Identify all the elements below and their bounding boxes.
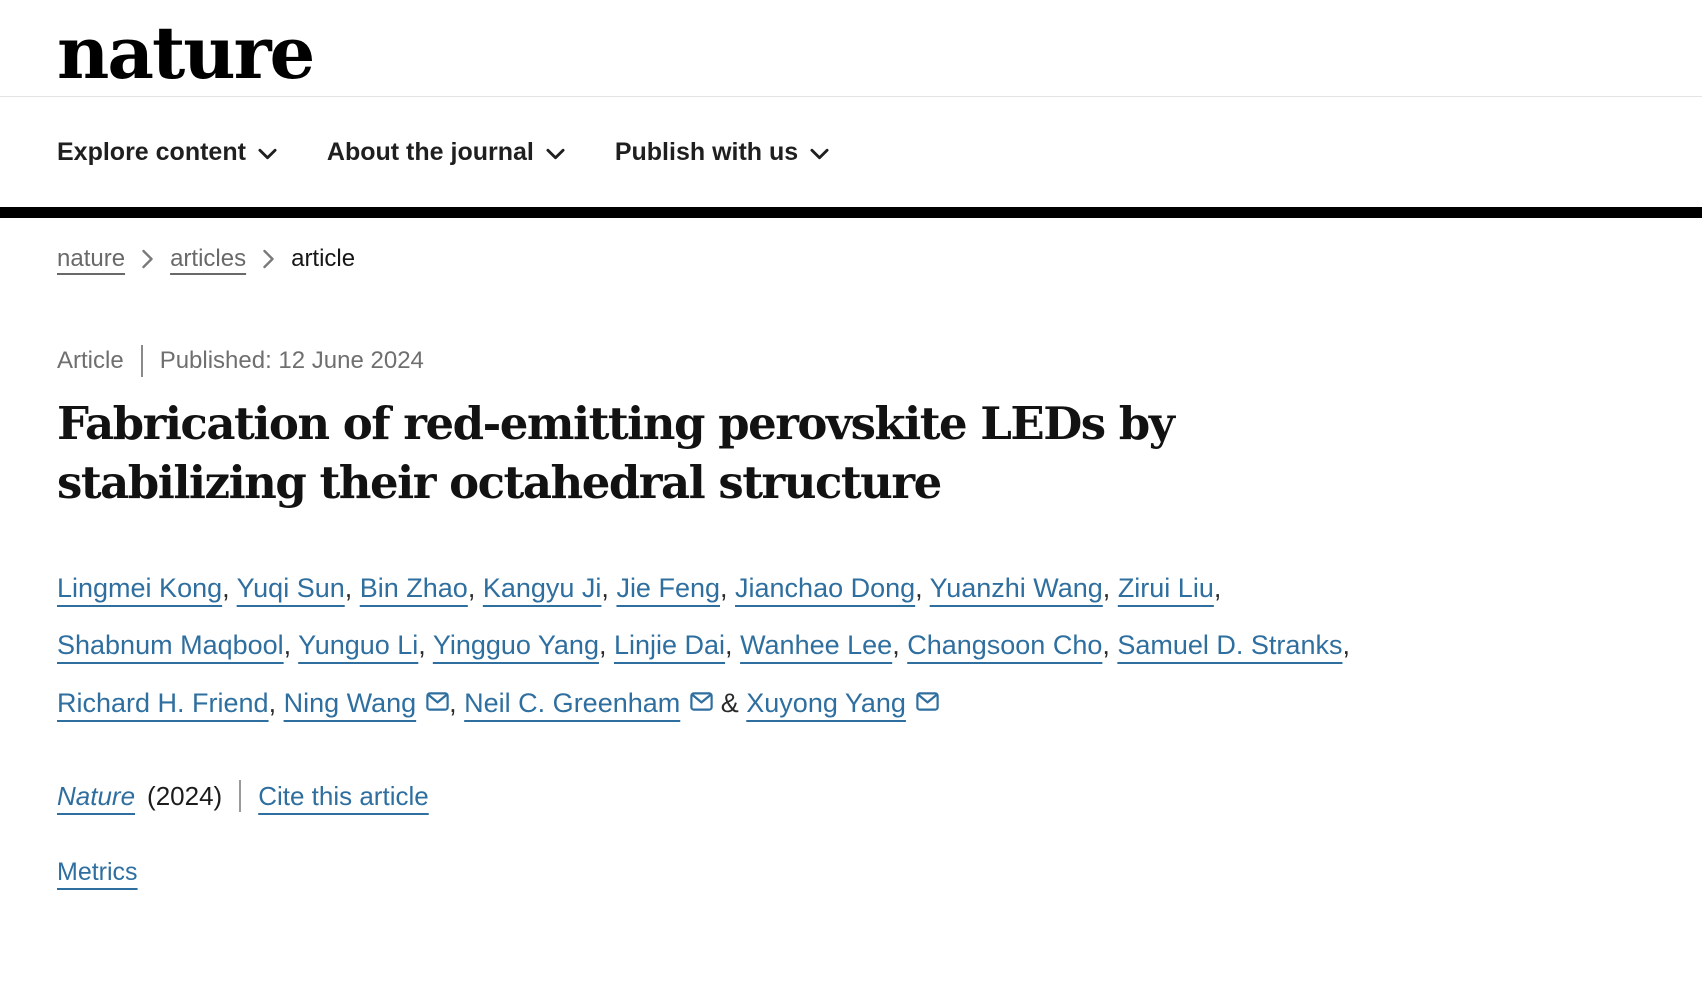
nature-logo[interactable]: nature [57, 10, 315, 95]
metrics-link[interactable]: Metrics [57, 858, 138, 887]
cite-this-article-link[interactable]: Cite this article [258, 780, 429, 811]
breadcrumb-item-articles[interactable]: articles [170, 245, 247, 272]
article-page: nature articles article Article Published:… [0, 245, 1702, 887]
author-link[interactable]: Jianchao Dong [735, 572, 916, 603]
chevron-down-icon [810, 148, 829, 159]
author-separator: , [1342, 630, 1350, 661]
author-link[interactable]: Richard H. Friend [57, 687, 269, 718]
author-link[interactable]: Ning Wang [283, 687, 417, 718]
author-separator: , [601, 572, 617, 603]
author-link[interactable]: Linjie Dai [613, 630, 726, 661]
author-separator: , [1213, 572, 1222, 603]
chevron-down-icon [258, 148, 277, 159]
author-link[interactable]: Bin Zhao [359, 572, 468, 603]
nav-bottom-rule [0, 207, 1702, 218]
author-email[interactable] [416, 688, 449, 718]
author-separator: , [725, 630, 741, 661]
nav-item-label: Explore content [57, 137, 246, 166]
nav-item-explore-content[interactable]: Explore content [57, 138, 277, 167]
author-separator: , [720, 572, 736, 603]
published-date: Published: 12 June 2024 [159, 347, 424, 374]
author-link[interactable]: Yuqi Sun [236, 572, 345, 603]
author-list: Lingmei Kong, Yuqi Sun, Bin Zhao, Kangyu… [57, 560, 1427, 733]
author-email[interactable] [680, 688, 713, 718]
breadcrumb: nature articles article [57, 245, 1645, 273]
breadcrumb-item-nature[interactable]: nature [57, 245, 126, 272]
chevron-right-icon [142, 249, 153, 269]
author-link[interactable]: Yingguo Yang [432, 630, 599, 661]
envelope-icon[interactable] [426, 692, 449, 711]
author-separator: , [418, 630, 433, 661]
breadcrumb-item-article: article [291, 245, 356, 272]
breadcrumb-separator [262, 249, 275, 269]
author-link[interactable]: Changsoon Cho [907, 630, 1103, 661]
main-nav: Explore content About the journal Publish … [0, 97, 1702, 207]
envelope-icon[interactable] [690, 692, 713, 711]
author-email[interactable] [906, 688, 939, 718]
author-link[interactable]: Yuanzhi Wang [929, 572, 1103, 603]
author-ampersand: & [713, 687, 747, 718]
citation-row: Nature (2024) Cite this article [57, 780, 1645, 813]
author-separator: , [283, 630, 299, 661]
metrics-row: Metrics [57, 858, 1645, 887]
author-separator: , [1102, 572, 1118, 603]
author-link[interactable]: Yunguo Li [298, 630, 419, 661]
author-link[interactable]: Lingmei Kong [57, 572, 223, 603]
site-header: nature [0, 0, 1702, 97]
citation-divider [239, 780, 242, 813]
article-meta-row: Article Published: 12 June 2024 [57, 345, 1645, 377]
author-link[interactable]: Xuyong Yang [746, 687, 906, 718]
nav-item-about-the-journal[interactable]: About the journal [327, 138, 565, 167]
author-separator: , [344, 572, 360, 603]
author-separator: , [915, 572, 930, 603]
envelope-icon[interactable] [916, 692, 939, 711]
article-type-label: Article [57, 347, 124, 374]
author-link[interactable]: Neil C. Greenham [464, 687, 681, 718]
breadcrumb-separator [141, 249, 154, 269]
article-title: Fabrication of red-emitting perovskite L… [57, 397, 1175, 510]
author-link[interactable]: Jie Feng [616, 572, 720, 603]
author-link[interactable]: Shabnum Maqbool [57, 630, 284, 661]
author-separator: , [268, 687, 284, 718]
author-separator: , [1102, 630, 1118, 661]
author-link[interactable]: Samuel D. Stranks [1117, 630, 1343, 661]
nav-item-label: Publish with us [614, 137, 799, 166]
meta-divider [140, 345, 143, 377]
journal-link[interactable]: Nature [57, 780, 136, 811]
citation-year: (2024) [147, 780, 223, 811]
author-link[interactable]: Wanhee Lee [740, 630, 893, 661]
chevron-right-icon [263, 249, 274, 269]
author-separator: , [467, 572, 483, 603]
nav-item-label: About the journal [326, 137, 534, 166]
author-separator: , [892, 630, 908, 661]
chevron-down-icon [546, 148, 565, 159]
author-separator: , [222, 572, 237, 603]
author-separator: , [449, 687, 465, 718]
author-link[interactable]: Zirui Liu [1117, 572, 1214, 603]
author-link[interactable]: Kangyu Ji [482, 572, 602, 603]
nav-item-publish-with-us[interactable]: Publish with us [615, 138, 829, 167]
author-separator: , [598, 630, 614, 661]
